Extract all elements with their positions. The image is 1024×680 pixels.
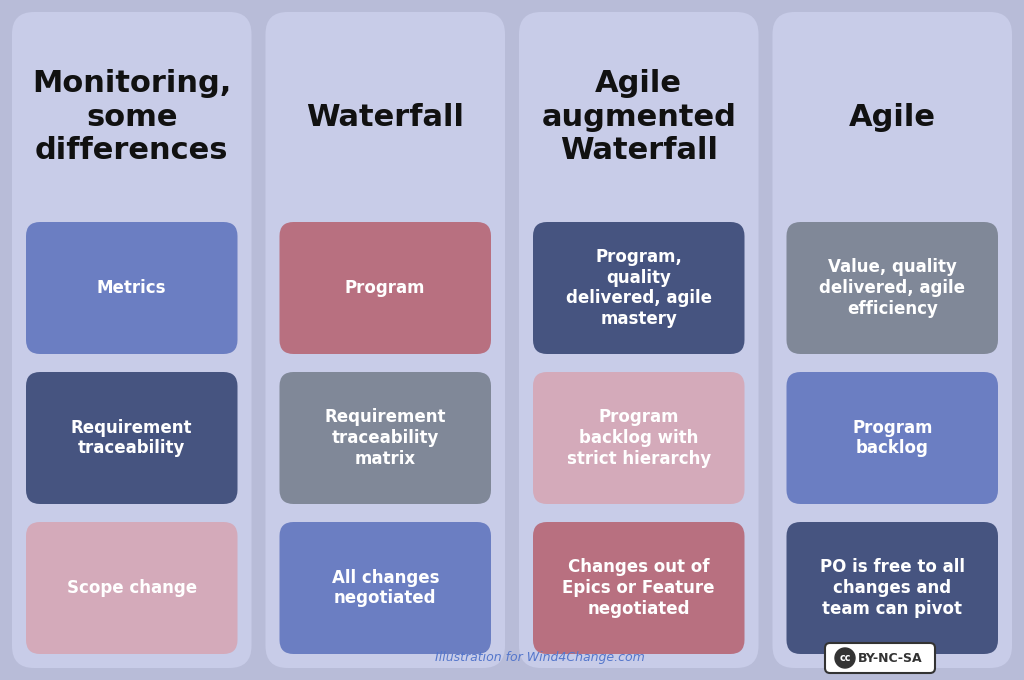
- Text: Program,
quality
delivered, agile
mastery: Program, quality delivered, agile master…: [565, 248, 712, 328]
- Text: Requirement
traceability
matrix: Requirement traceability matrix: [325, 408, 446, 468]
- FancyBboxPatch shape: [280, 222, 490, 354]
- Text: BY-NC-SA: BY-NC-SA: [858, 651, 923, 664]
- FancyBboxPatch shape: [26, 522, 238, 654]
- FancyBboxPatch shape: [26, 372, 238, 504]
- FancyBboxPatch shape: [12, 12, 252, 668]
- FancyBboxPatch shape: [534, 372, 744, 504]
- Text: Value, quality
delivered, agile
efficiency: Value, quality delivered, agile efficien…: [819, 258, 966, 318]
- FancyBboxPatch shape: [786, 372, 998, 504]
- FancyBboxPatch shape: [534, 222, 744, 354]
- Text: Metrics: Metrics: [97, 279, 167, 297]
- Text: cc: cc: [840, 653, 851, 663]
- FancyBboxPatch shape: [534, 522, 744, 654]
- Text: Agile: Agile: [849, 103, 936, 131]
- Text: Scope change: Scope change: [67, 579, 197, 597]
- FancyBboxPatch shape: [519, 12, 759, 668]
- FancyBboxPatch shape: [825, 643, 935, 673]
- Text: All changes
negotiated: All changes negotiated: [332, 568, 439, 607]
- Text: Program
backlog: Program backlog: [852, 419, 933, 458]
- Text: Monitoring,
some
differences: Monitoring, some differences: [32, 69, 231, 165]
- Text: Agile
augmented
Waterfall: Agile augmented Waterfall: [542, 69, 736, 165]
- FancyBboxPatch shape: [280, 372, 490, 504]
- Text: PO is free to all
changes and
team can pivot: PO is free to all changes and team can p…: [820, 558, 965, 618]
- FancyBboxPatch shape: [786, 522, 998, 654]
- Text: Program
backlog with
strict hierarchy: Program backlog with strict hierarchy: [566, 408, 711, 468]
- Text: Requirement
traceability: Requirement traceability: [71, 419, 193, 458]
- FancyBboxPatch shape: [26, 222, 238, 354]
- FancyBboxPatch shape: [265, 12, 505, 668]
- Circle shape: [835, 648, 855, 668]
- FancyBboxPatch shape: [772, 12, 1012, 668]
- Text: Illustration for Wind4Change.com: Illustration for Wind4Change.com: [435, 651, 645, 664]
- Text: Program: Program: [345, 279, 426, 297]
- FancyBboxPatch shape: [786, 222, 998, 354]
- FancyBboxPatch shape: [280, 522, 490, 654]
- Text: Changes out of
Epics or Feature
negotiated: Changes out of Epics or Feature negotiat…: [562, 558, 715, 618]
- Text: Waterfall: Waterfall: [306, 103, 464, 131]
